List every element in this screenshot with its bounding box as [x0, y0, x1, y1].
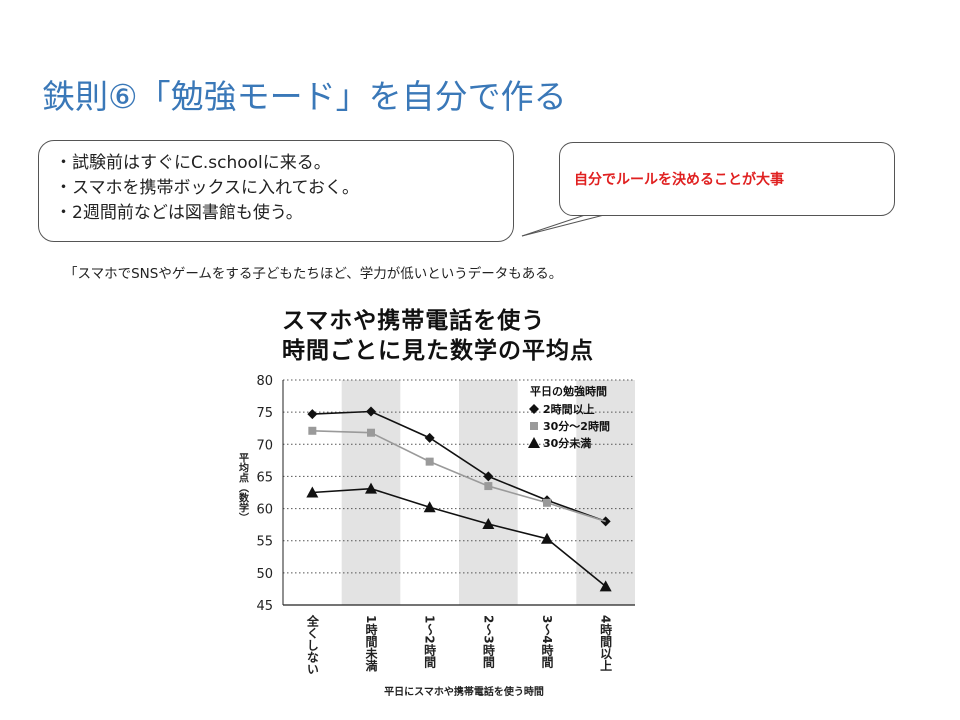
- legend-marker: [528, 437, 540, 448]
- grid-band: [576, 380, 635, 605]
- x-tick-label: 1〜2時間: [423, 615, 437, 668]
- chart-title-line-1: スマホや携帯電話を使う: [282, 308, 546, 334]
- data-point-series-1: [483, 471, 494, 482]
- x-axis-label: 平日にスマホや携帯電話を使う時間: [384, 685, 544, 698]
- data-point-series-2: [308, 426, 317, 435]
- legend-label: 30分未満: [543, 436, 591, 450]
- chart-title-line-2: 時間ごとに見た数学の平均点: [282, 338, 594, 364]
- x-tick-label: 3〜4時間: [540, 615, 554, 668]
- data-point-series-2: [425, 457, 434, 466]
- series-line-1: [312, 410, 606, 523]
- data-point-series-3: [482, 518, 495, 529]
- x-tick-label: 4時間以上: [599, 615, 613, 671]
- data-point-series-3: [423, 501, 436, 513]
- data-point-series-3: [541, 532, 553, 544]
- bullet-item: ・試験前はすぐにC.schoolに来る。: [55, 153, 331, 173]
- data-note: 「スマホでSNSやゲームをする子どもたちほど、学力が低いというデータもある。: [64, 266, 563, 282]
- line-chart: 80 75 70 65 60 55 50 45 平均点（数学） 全くしない 1時間未満 1〜2時間 2〜…: [237, 374, 635, 698]
- y-tick-label: 60: [256, 503, 273, 518]
- y-axis-label: 平均点（数学）: [237, 452, 250, 522]
- data-point-series-3: [306, 486, 319, 498]
- legend-marker: [529, 404, 539, 414]
- y-tick-label: 70: [256, 438, 273, 453]
- data-point-series-1: [424, 432, 435, 443]
- legend-label: 2時間以上: [543, 402, 595, 416]
- y-tick-label: 75: [256, 406, 273, 421]
- series-line-2: [312, 429, 606, 523]
- x-tick-label: 2〜3時間: [481, 615, 495, 668]
- series-line-3: [312, 487, 607, 587]
- y-tick-label: 65: [256, 470, 273, 485]
- data-point-series-1: [366, 406, 376, 417]
- x-tick-label: 全くしない: [305, 614, 319, 675]
- x-tick-label: 1時間未満: [364, 615, 378, 672]
- y-tick-label: 45: [256, 599, 273, 614]
- grid-band: [459, 380, 518, 605]
- data-point-series-3: [365, 482, 377, 494]
- slide-title: 鉄則⑥「勉強モード」を自分で作る: [42, 77, 567, 116]
- y-tick-label: 50: [256, 567, 273, 582]
- bullet-item: ・スマホを携帯ボックスに入れておく。: [55, 178, 359, 198]
- y-tick-label: 80: [256, 374, 273, 389]
- data-point-series-1: [307, 409, 318, 420]
- data-point-series-2: [484, 482, 493, 491]
- legend-title: 平日の勉強時間: [530, 384, 607, 398]
- bullet-list-box: ・試験前はすぐにC.schoolに来る。 ・スマホを携帯ボックスに入れておく。 …: [38, 140, 514, 242]
- callout-bubble: 自分でルールを決めることが大事: [559, 142, 895, 216]
- legend-marker: [530, 422, 538, 430]
- data-point-series-2: [367, 428, 375, 437]
- legend-label: 30分〜2時間: [543, 419, 610, 433]
- callout-text: 自分でルールを決めることが大事: [574, 172, 784, 188]
- y-tick-label: 55: [256, 535, 273, 550]
- data-point-series-3: [599, 580, 612, 592]
- bullet-item: ・2週間前などは図書館も使う。: [55, 203, 303, 223]
- chart-title: スマホや携帯電話を使う 時間ごとに見た数学の平均点: [282, 306, 594, 366]
- data-point-series-2: [543, 498, 551, 507]
